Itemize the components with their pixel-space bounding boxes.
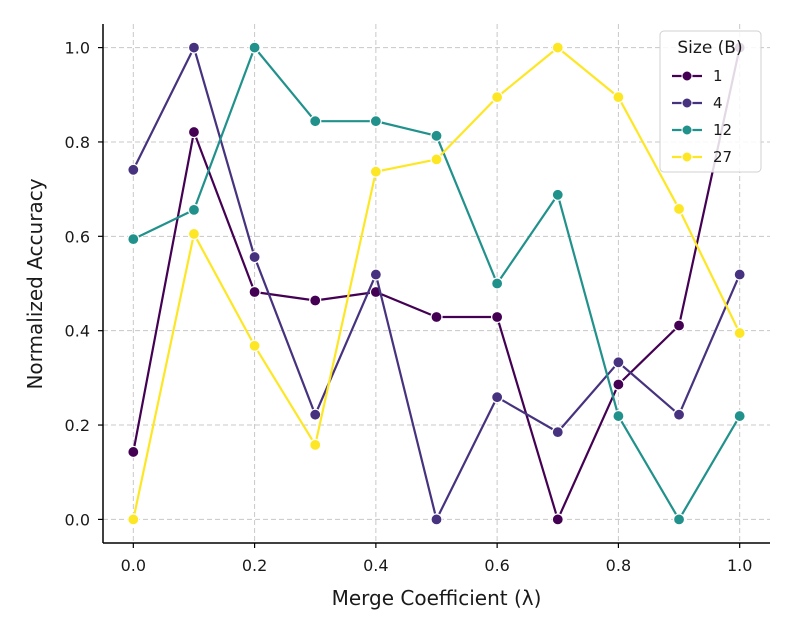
data-point	[248, 250, 261, 264]
data-point	[612, 91, 625, 104]
data-point	[309, 438, 322, 451]
data-point	[551, 188, 564, 201]
data-point	[733, 326, 746, 340]
data-point	[187, 203, 201, 216]
data-point	[430, 310, 443, 324]
data-point	[491, 91, 504, 104]
data-point	[551, 513, 564, 526]
x-tick-label: 0.8	[606, 556, 631, 575]
legend-item-27: 27	[672, 148, 732, 166]
data-point	[672, 202, 686, 216]
data-point	[127, 233, 140, 246]
y-tick-label: 0.8	[65, 133, 90, 152]
data-point	[491, 277, 504, 290]
series-line-4	[132, 46, 741, 521]
legend-box	[659, 30, 762, 173]
data-point	[187, 41, 201, 54]
legend-label: 12	[713, 121, 732, 139]
legend-item-4: 4	[672, 94, 723, 112]
data-point	[187, 227, 201, 241]
y-tick-label: 1.0	[65, 39, 90, 58]
x-tick-label: 0.2	[242, 556, 267, 575]
x-tick-label: 1.0	[727, 556, 752, 575]
data-point	[733, 268, 746, 281]
data-point	[309, 294, 322, 307]
series-line-1	[132, 47, 741, 521]
legend-items: 1 4 12 27	[672, 67, 732, 166]
data-point	[551, 41, 564, 54]
data-point	[430, 129, 443, 142]
series-line-12	[132, 46, 741, 521]
data-point	[369, 115, 382, 128]
data-point	[612, 409, 625, 423]
series-layer	[127, 41, 746, 526]
ticks: 0.0 0.2 0.4 0.6 0.8 1.0 0.0 0.2 0.4 0.6 0.8 1.0	[65, 39, 753, 575]
data-point	[127, 445, 140, 459]
legend-label: 1	[713, 67, 723, 85]
data-point	[309, 115, 322, 128]
y-tick-label: 0.0	[65, 510, 90, 529]
legend-label: 4	[713, 94, 723, 112]
legend-swatch-marker	[681, 124, 693, 136]
data-point	[248, 339, 261, 352]
y-tick-label: 0.6	[65, 227, 90, 246]
data-point	[672, 513, 686, 526]
data-point	[672, 319, 686, 332]
axes	[102, 24, 770, 544]
legend-item-1: 1	[672, 67, 723, 85]
legend-swatch-marker	[681, 70, 693, 82]
series-27	[127, 41, 746, 526]
data-point	[127, 163, 140, 176]
data-point	[248, 41, 261, 54]
data-point	[612, 356, 625, 369]
y-tick-label: 0.4	[65, 322, 90, 341]
legend-swatch-marker	[681, 151, 693, 163]
data-point	[733, 409, 746, 423]
series-line-27	[132, 46, 741, 520]
legend: Size (B) 1 4 12 27	[659, 30, 762, 173]
data-point	[491, 310, 504, 324]
series-12	[127, 41, 746, 526]
data-point	[430, 513, 443, 526]
series-4	[127, 41, 746, 526]
y-tick-label: 0.2	[65, 416, 90, 435]
x-tick-label: 0.4	[363, 556, 388, 575]
data-point	[369, 268, 382, 281]
legend-swatch-marker	[681, 97, 693, 109]
data-point	[491, 391, 504, 404]
data-point	[612, 378, 625, 391]
data-point	[248, 285, 261, 299]
legend-item-12: 12	[672, 121, 732, 139]
x-axis-label: Merge Coefficient (λ)	[332, 586, 542, 610]
data-point	[551, 426, 564, 439]
x-tick-label: 0.0	[121, 556, 146, 575]
y-axis-label: Normalized Accuracy	[23, 178, 47, 389]
data-point	[309, 408, 322, 421]
legend-title: Size (B)	[677, 38, 742, 58]
data-point	[430, 153, 443, 166]
data-point	[672, 408, 686, 421]
x-tick-label: 0.6	[484, 556, 509, 575]
data-point	[187, 125, 201, 139]
legend-label: 27	[713, 148, 732, 166]
data-point	[369, 165, 382, 178]
data-point	[127, 513, 140, 526]
